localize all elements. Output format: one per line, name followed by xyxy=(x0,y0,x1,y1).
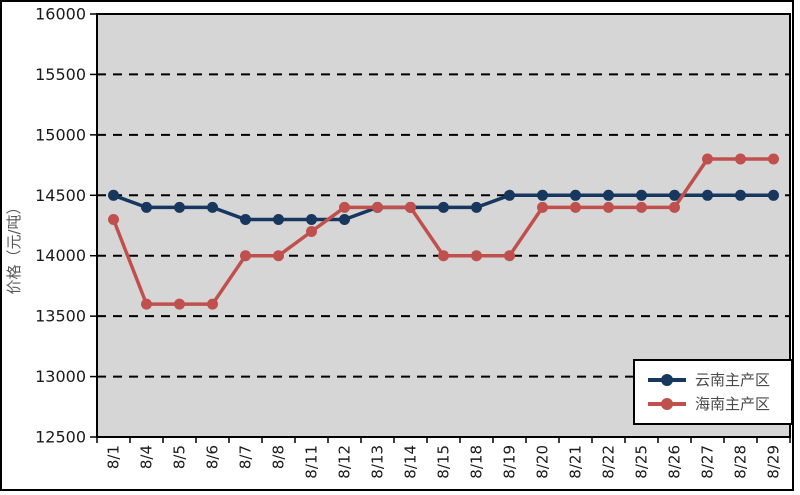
data-point xyxy=(636,201,647,213)
x-tick-label: 8/29 xyxy=(765,445,783,479)
chart-plot-group: 12500 13000 13500 14000 14500 15000 15500 16000… xyxy=(35,5,791,479)
y-tick-label: 13500 xyxy=(35,307,86,326)
data-point xyxy=(702,153,713,165)
data-point xyxy=(768,153,779,165)
data-point xyxy=(207,201,218,213)
legend-item-yunnan: 云南主产区 xyxy=(648,370,791,389)
data-point xyxy=(174,298,185,310)
price-line-chart: 12500 13000 13500 14000 14500 15000 15500 16000… xyxy=(5,5,791,479)
legend-line-marker-hainan xyxy=(648,398,686,410)
data-point xyxy=(174,201,185,213)
x-tick-label: 8/22 xyxy=(600,445,618,479)
y-tick-label: 16000 xyxy=(35,5,86,24)
data-point xyxy=(603,189,614,201)
data-point xyxy=(768,189,779,201)
x-tick-label: 8/7 xyxy=(237,445,255,469)
data-point xyxy=(108,189,119,201)
legend-label: 海南主产区 xyxy=(695,394,771,413)
data-point xyxy=(339,201,350,213)
data-point xyxy=(504,189,515,201)
x-tick-label: 8/5 xyxy=(171,445,189,469)
data-point xyxy=(273,250,284,262)
data-point xyxy=(636,189,647,201)
data-point xyxy=(306,214,317,225)
data-point xyxy=(306,226,317,237)
legend-item-hainan: 海南主产区 xyxy=(648,394,791,413)
data-point xyxy=(570,189,581,201)
x-tick-label: 8/21 xyxy=(567,445,585,479)
x-tick-label: 8/18 xyxy=(468,445,486,479)
data-point xyxy=(141,201,152,213)
y-tick-label: 14000 xyxy=(35,246,86,265)
data-point xyxy=(438,250,449,262)
data-point xyxy=(603,201,614,213)
legend: 云南主产区 海南主产区 xyxy=(633,359,792,425)
data-point xyxy=(405,201,416,213)
data-point xyxy=(240,250,251,262)
data-point xyxy=(471,201,482,213)
data-point xyxy=(702,189,713,201)
y-tick-label: 15000 xyxy=(35,125,86,144)
data-point xyxy=(669,201,680,213)
x-tick-label: 8/8 xyxy=(270,445,288,469)
data-point xyxy=(108,214,119,225)
legend-label: 云南主产区 xyxy=(695,370,771,389)
y-tick-label: 15500 xyxy=(35,65,86,84)
data-point xyxy=(537,189,548,201)
data-point xyxy=(438,201,449,213)
y-tick-label: 12500 xyxy=(35,428,86,447)
x-tick-label: 8/15 xyxy=(435,445,453,479)
data-point xyxy=(207,298,218,310)
x-tick-label: 8/28 xyxy=(732,445,750,479)
y-axis-title: 价格（元/吨） xyxy=(5,199,23,294)
data-point xyxy=(669,189,680,201)
data-point xyxy=(504,250,515,262)
x-tick-label: 8/20 xyxy=(534,445,552,479)
data-point xyxy=(570,201,581,213)
x-tick-label: 8/11 xyxy=(303,445,321,479)
data-point xyxy=(471,250,482,262)
legend-line-marker-yunnan xyxy=(648,374,686,386)
x-tick-label: 8/26 xyxy=(666,445,684,479)
x-tick-label: 8/1 xyxy=(105,445,123,469)
data-point xyxy=(240,214,251,225)
x-tick-label: 8/12 xyxy=(336,445,354,479)
data-point xyxy=(273,214,284,225)
data-point xyxy=(735,189,746,201)
data-point xyxy=(537,201,548,213)
x-tick-label: 8/4 xyxy=(138,445,156,469)
legend-dot-icon xyxy=(661,374,673,386)
data-point xyxy=(372,201,383,213)
x-tick-label: 8/19 xyxy=(501,445,519,479)
x-tick-label: 8/13 xyxy=(369,445,387,479)
x-tick-label: 8/27 xyxy=(699,445,717,479)
data-point xyxy=(141,298,152,310)
data-point xyxy=(735,153,746,165)
data-point xyxy=(339,214,350,225)
x-tick-label: 8/6 xyxy=(204,445,222,469)
y-tick-label: 13000 xyxy=(35,367,86,386)
legend-dot-icon xyxy=(661,398,673,410)
y-tick-label: 14500 xyxy=(35,186,86,205)
x-tick-label: 8/14 xyxy=(402,445,420,479)
x-tick-label: 8/25 xyxy=(633,445,651,479)
